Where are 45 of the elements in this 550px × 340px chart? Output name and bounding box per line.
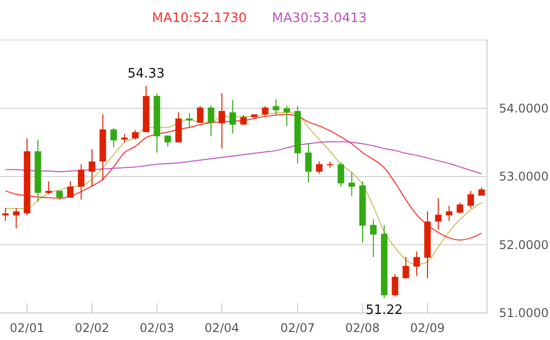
candlestick (78, 164, 84, 200)
candlestick (12, 207, 20, 229)
x-tick-label: 02/04 (204, 321, 240, 335)
candlestick (88, 148, 96, 188)
y-tick-label: 52.0000 (499, 238, 549, 252)
candlestick (175, 112, 182, 143)
x-tick-label: 02/08 (345, 321, 380, 335)
x-tick-label: 02/01 (10, 321, 44, 335)
candlestick (305, 142, 312, 184)
candlestick (392, 274, 398, 298)
candlestick (208, 105, 214, 137)
y-tick-label: 54.0000 (499, 101, 549, 116)
candlestick (45, 180, 52, 195)
annotation: 51.22 (366, 302, 403, 318)
text: MA30:53.0413 (272, 11, 367, 26)
candlestick (132, 130, 139, 140)
candlestick (2, 207, 9, 222)
candlestick (272, 98, 280, 115)
candlestick (456, 202, 464, 214)
annotation: 54.33 (127, 66, 165, 82)
x-tick-label: 02/07 (280, 321, 315, 335)
candlestick (284, 105, 290, 126)
x-tick-label: 02/02 (74, 321, 110, 335)
candlestick (435, 198, 442, 230)
y-tick-label: 53.0000 (499, 170, 549, 184)
candlestick (370, 218, 377, 258)
candlestick (229, 100, 236, 134)
candlestick (110, 128, 117, 148)
text: MA10:52.1730 (152, 11, 247, 26)
candlestick (262, 106, 268, 117)
candlestick (338, 162, 344, 188)
y-tick-label: 51.0000 (499, 306, 549, 320)
candlestick (196, 106, 204, 124)
candlestick (402, 256, 410, 279)
x-tick-label: 02/03 (140, 321, 174, 335)
candlestick (348, 172, 355, 197)
candlestick (218, 92, 226, 150)
candlestick (468, 190, 474, 210)
candlestick (186, 112, 193, 129)
candlestick (413, 251, 420, 277)
candlestick (67, 180, 74, 198)
candlestick (316, 160, 322, 174)
x-tick-label: 02/09 (410, 321, 445, 335)
candlestick (164, 135, 171, 147)
candlestick (446, 205, 452, 222)
